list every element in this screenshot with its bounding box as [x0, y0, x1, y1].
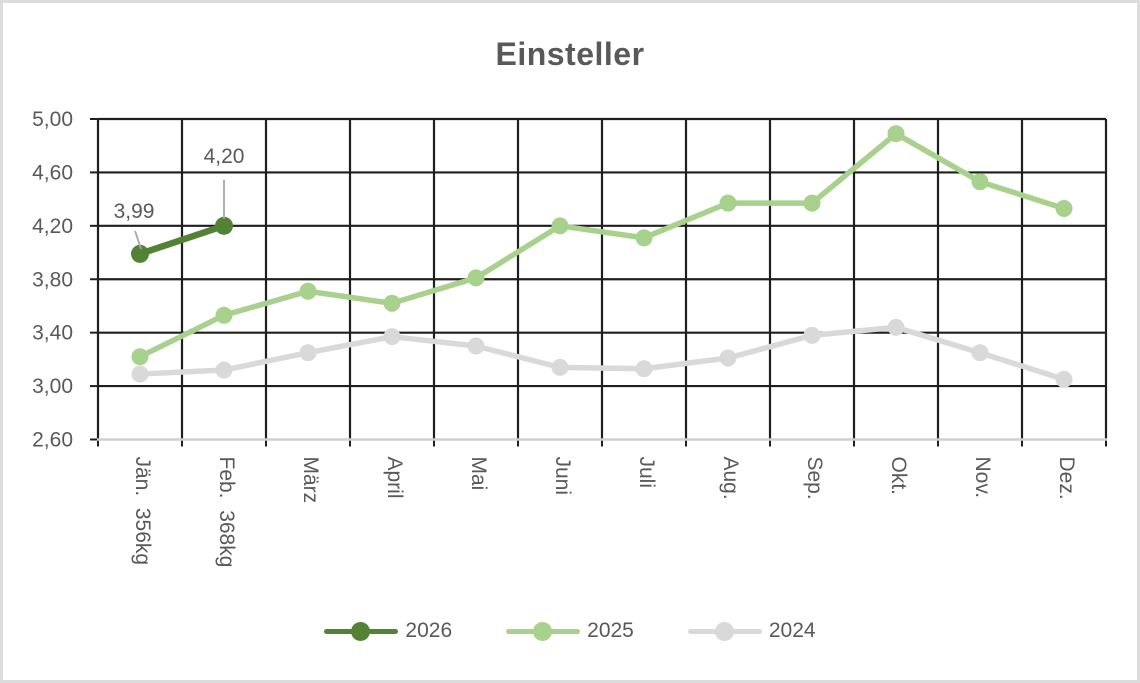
series-point-2024 — [1055, 370, 1073, 388]
series-point-2024 — [635, 360, 653, 378]
x-category-label: April — [383, 457, 406, 499]
series-point-2025 — [971, 173, 989, 191]
series-point-2025 — [887, 125, 905, 143]
legend-item-2025: 2025 — [506, 619, 634, 643]
legend-label-2026: 2026 — [405, 619, 453, 642]
legend-marker-2026 — [324, 621, 399, 642]
series-point-2024 — [887, 318, 905, 336]
legend-marker-2025 — [506, 621, 581, 642]
x-category-label: Mai — [467, 457, 490, 491]
x-category-label: Juni — [551, 457, 574, 496]
series-point-2024 — [383, 328, 401, 346]
chart-title: Einsteller — [495, 36, 645, 72]
series-point-2025 — [299, 282, 317, 300]
series-point-2025 — [131, 348, 149, 366]
series-line-2024 — [137, 324, 1067, 383]
x-category-label: März — [299, 457, 322, 504]
series-point-2025 — [467, 269, 485, 287]
x-category-label: Dez. — [1055, 457, 1078, 500]
y-tick-label: 5,00 — [32, 108, 73, 131]
chart-plot-area: 5,00 4,60 4,20 3,80 3,40 3,00 2,60 Jän. 356kg Fe… — [32, 108, 1108, 568]
series-point-2025 — [1055, 199, 1073, 217]
x-category-label: Okt. — [887, 457, 910, 496]
legend-marker-2024 — [687, 621, 762, 642]
y-tick-label: 4,60 — [32, 161, 73, 184]
series-point-2026 — [131, 244, 149, 263]
legend-label-2025: 2025 — [587, 619, 634, 642]
chart-legend: 2026 2025 2024 — [3, 619, 1137, 643]
series-point-2025 — [719, 194, 737, 212]
x-category-label: Aug. — [719, 457, 742, 500]
series-point-2025 — [551, 217, 569, 235]
y-tick-label: 2,60 — [32, 429, 73, 452]
series-point-2024 — [131, 365, 149, 383]
series-point-2024 — [551, 358, 569, 376]
series-point-2025 — [803, 194, 821, 212]
series-point-2024 — [299, 344, 317, 362]
series-point-2024 — [803, 326, 821, 344]
data-label: 4,20 — [204, 145, 245, 168]
series-point-2025 — [383, 294, 401, 312]
y-tick-label: 3,40 — [32, 322, 73, 345]
x-category-label: Juli — [635, 457, 658, 489]
series-line-2025 — [137, 130, 1067, 360]
series-point-2024 — [719, 349, 737, 367]
x-category-label: Sep. — [803, 457, 826, 500]
series-point-2024 — [467, 337, 485, 355]
series-point-2025 — [215, 306, 233, 324]
legend-item-2024: 2024 — [687, 619, 816, 643]
data-label: 3,99 — [114, 200, 155, 223]
series-point-2024 — [215, 361, 233, 379]
series-point-2026 — [215, 216, 233, 235]
x-category-label: Feb. 368kg — [215, 457, 238, 568]
y-tick-label: 3,00 — [32, 375, 73, 398]
data-label-leader-line — [134, 230, 142, 250]
legend-item-2026: 2026 — [324, 619, 452, 643]
series-line-2026 — [136, 222, 228, 258]
x-category-label: Nov. — [971, 457, 994, 499]
y-tick-label: 4,20 — [32, 215, 73, 238]
y-tick-label: 3,80 — [32, 268, 73, 291]
x-category-label: Jän. 356kg — [131, 457, 154, 566]
series-point-2025 — [635, 229, 653, 247]
legend-label-2024: 2024 — [768, 619, 816, 642]
series-point-2024 — [971, 344, 989, 362]
